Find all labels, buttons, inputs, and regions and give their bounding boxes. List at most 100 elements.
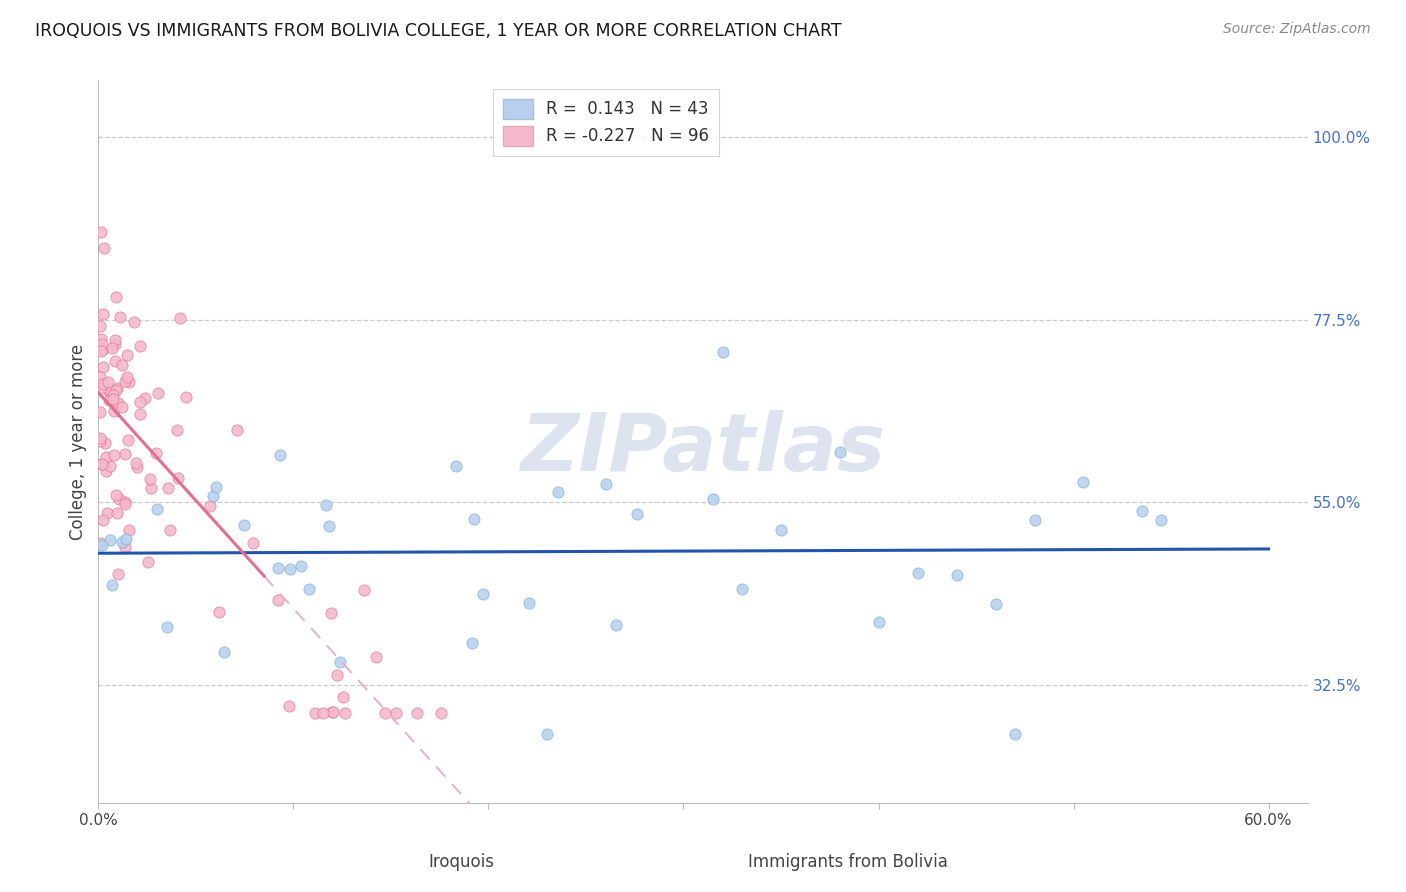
Point [353, 582, 375, 597]
Point [129, 394, 152, 409]
Point [97, 384, 120, 399]
Point [114, 532, 136, 546]
Point [108, 310, 131, 324]
Point [384, 706, 406, 721]
Point [711, 345, 734, 359]
Point [93, 359, 115, 374]
Point [1071, 475, 1094, 489]
Point [312, 706, 335, 721]
Point [139, 481, 162, 495]
Point [103, 404, 125, 418]
Point [139, 472, 162, 486]
Point [93, 435, 115, 450]
Point [104, 333, 127, 347]
Point [405, 706, 427, 721]
Point [157, 481, 180, 495]
Point [595, 476, 617, 491]
Text: Immigrants from Bolivia: Immigrants from Bolivia [748, 854, 948, 871]
Point [91, 376, 114, 391]
Point [90, 343, 112, 358]
Point [517, 596, 540, 610]
Point [104, 290, 127, 304]
Point [94, 464, 117, 478]
Point [166, 423, 188, 437]
Point [96, 506, 118, 520]
Point [90, 457, 112, 471]
Point [319, 607, 342, 621]
Point [91, 337, 114, 351]
Point [105, 488, 128, 502]
Point [304, 706, 326, 721]
Point [200, 500, 222, 514]
Point [326, 668, 349, 682]
Point [145, 501, 167, 516]
Point [98, 533, 121, 547]
Point [107, 492, 129, 507]
Point [107, 396, 129, 410]
Point [536, 727, 558, 741]
Point [91, 307, 114, 321]
Point [547, 485, 569, 500]
Point [444, 459, 467, 474]
Point [105, 381, 128, 395]
Point [374, 706, 396, 721]
Point [103, 448, 125, 462]
Point [298, 582, 321, 596]
Text: IROQUOIS VS IMMIGRANTS FROM BOLIVIA COLLEGE, 1 YEAR OR MORE CORRELATION CHART: IROQUOIS VS IMMIGRANTS FROM BOLIVIA COLL… [35, 22, 842, 40]
Y-axis label: College, 1 year or more: College, 1 year or more [69, 343, 87, 540]
Point [269, 448, 291, 462]
Point [174, 390, 197, 404]
Point [136, 555, 159, 569]
Point [91, 343, 114, 357]
Point [117, 433, 139, 447]
Point [332, 690, 354, 705]
Point [104, 337, 127, 351]
Point [1024, 513, 1046, 527]
Point [101, 392, 124, 406]
Point [321, 705, 343, 719]
Point [335, 706, 357, 721]
Point [159, 523, 181, 537]
Point [1130, 504, 1153, 518]
Point [329, 655, 352, 669]
Point [364, 649, 387, 664]
Point [148, 386, 170, 401]
Point [91, 513, 114, 527]
Point [100, 458, 122, 473]
Point [605, 618, 627, 632]
Point [111, 400, 134, 414]
Point [115, 348, 138, 362]
Point [111, 358, 134, 372]
Point [89, 434, 111, 448]
Point [90, 225, 112, 239]
Point [828, 444, 851, 458]
Point [945, 567, 967, 582]
Text: ZIPatlas: ZIPatlas [520, 409, 886, 488]
Point [984, 597, 1007, 611]
Point [201, 489, 224, 503]
Point [91, 457, 114, 471]
Text: Iroquois: Iroquois [429, 854, 494, 871]
Point [129, 339, 152, 353]
Point [97, 382, 120, 396]
Point [124, 456, 146, 470]
Point [114, 541, 136, 555]
Point [111, 534, 134, 549]
Point [97, 392, 120, 407]
Point [280, 562, 302, 576]
Point [89, 369, 111, 384]
Point [868, 615, 890, 629]
Point [166, 471, 188, 485]
Point [107, 566, 129, 581]
Point [208, 605, 231, 619]
Point [267, 592, 290, 607]
Point [315, 498, 337, 512]
Point [101, 387, 124, 401]
Point [104, 353, 127, 368]
Point [105, 506, 128, 520]
Point [156, 620, 179, 634]
Text: Source: ZipAtlas.com: Source: ZipAtlas.com [1223, 22, 1371, 37]
Point [90, 380, 112, 394]
Point [115, 369, 138, 384]
Point [118, 524, 141, 538]
